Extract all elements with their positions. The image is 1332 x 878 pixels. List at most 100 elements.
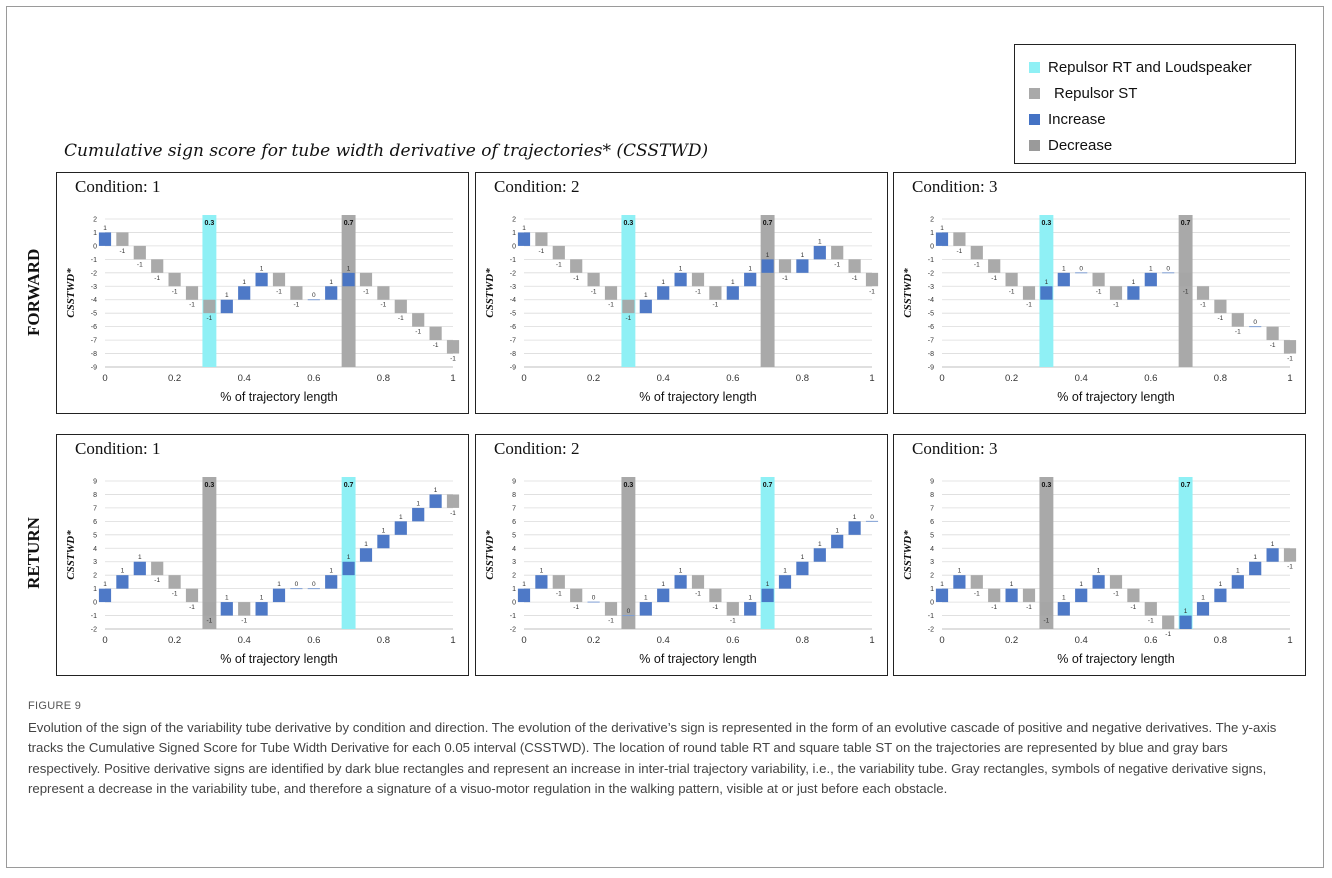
bar-value-label: 0 (312, 292, 316, 299)
decrease-bar (1283, 548, 1297, 562)
increase-bar (657, 286, 670, 300)
y-tick-label: -8 (91, 351, 97, 358)
bar-value-label: -1 (276, 288, 282, 295)
x-tick-label: 0.2 (587, 635, 600, 646)
x-axis-title: % of trajectory length (1057, 652, 1174, 666)
y-tick-label: -9 (928, 365, 934, 372)
increase-bar (272, 588, 286, 603)
bar-value-label: 1 (364, 541, 368, 548)
y-tick-label: 2 (930, 217, 934, 224)
x-tick-label: 0.2 (168, 635, 181, 646)
y-tick-label: -3 (91, 284, 97, 291)
y-tick-label: 0 (93, 243, 97, 250)
decrease-bar (1179, 272, 1192, 287)
decrease-bar (272, 272, 286, 287)
decrease-bar (552, 575, 565, 589)
increase-bar (394, 521, 407, 535)
y-axis-title: CSSTWD* (484, 530, 496, 580)
y-axis-title: CSSTWD* (902, 530, 914, 580)
increase-bar (657, 588, 670, 603)
bar-value-label: 1 (818, 541, 822, 548)
increase-bar (98, 232, 112, 246)
increase-bar (1196, 602, 1210, 616)
bar-value-label: -1 (974, 261, 980, 268)
bar-value-label: 1 (347, 554, 351, 561)
obstacle-marker-band (760, 477, 775, 629)
x-tick-label: 0.6 (726, 635, 739, 646)
bar-value-label: 1 (225, 292, 229, 299)
obstacle-marker-label: 0.3 (205, 482, 215, 489)
increase-bar (813, 245, 826, 260)
panel-title: Condition: 3 (912, 439, 998, 458)
bar-value-label: -1 (591, 288, 597, 295)
y-tick-label: 2 (93, 217, 97, 224)
y-tick-label: -2 (91, 270, 97, 277)
bar-value-label: -1 (189, 604, 195, 611)
y-tick-label: -2 (510, 627, 516, 634)
legend: Repulsor RT and Loudspeaker Repulsor ST … (1014, 44, 1296, 164)
bar-value-label: -1 (207, 618, 213, 625)
increase-bar (1092, 575, 1105, 589)
bar-value-label: -1 (974, 591, 980, 598)
bar-value-label: 1 (748, 265, 752, 272)
y-tick-label: -5 (928, 311, 934, 318)
increase-bar (116, 575, 129, 589)
decrease-bar (412, 313, 425, 327)
bar-value-label: -1 (695, 591, 701, 598)
bar-value-label: -1 (991, 275, 997, 282)
decrease-bar (1022, 588, 1036, 603)
increase-bar (1144, 272, 1157, 287)
bar-value-label: 0 (1166, 265, 1170, 272)
increase-bar (535, 575, 548, 589)
obstacle-marker-band (341, 215, 356, 367)
panel-title: Condition: 1 (75, 177, 161, 196)
bar-value-label: -1 (189, 302, 195, 309)
y-tick-label: 8 (93, 492, 97, 499)
decrease-bar (203, 299, 216, 314)
decrease-bar (116, 232, 129, 246)
y-tick-label: -6 (91, 324, 97, 331)
x-tick-label: 0.2 (1005, 635, 1018, 646)
decrease-bar (1109, 286, 1123, 300)
x-tick-label: 0.8 (1214, 373, 1227, 384)
chart-svg: 210-1-2-3-4-5-6-7-8-90.3 0.71-1-1-1-1-111… (902, 215, 1297, 404)
y-axis-title: CSSTWD* (902, 268, 914, 318)
bar-value-label: -1 (556, 261, 562, 268)
decrease-bar (691, 272, 705, 287)
legend-item-st: Repulsor ST (1029, 83, 1137, 103)
decrease-bar (1196, 286, 1210, 300)
y-tick-label: 2 (512, 217, 516, 224)
bar-value-label: 1 (277, 581, 281, 588)
decrease-bar (552, 245, 565, 260)
x-tick-label: 0.6 (1144, 373, 1157, 384)
obstacle-marker-band (1039, 477, 1054, 629)
obstacle-marker-band (760, 215, 775, 367)
decrease-bar (1109, 575, 1123, 589)
decrease-bar (970, 575, 983, 589)
bar-value-label: 1 (1236, 568, 1240, 575)
increase-bar (98, 588, 112, 603)
bar-value-label: -1 (1287, 356, 1293, 363)
legend-swatch-st (1029, 87, 1040, 99)
decrease-bar (1092, 272, 1105, 287)
y-tick-label: 4 (512, 546, 516, 553)
x-axis-title: % of trajectory length (639, 652, 756, 666)
decrease-bar (203, 602, 216, 616)
legend-swatch-increase (1029, 113, 1040, 125)
y-axis-title: CSSTWD* (65, 268, 77, 318)
x-axis-title: % of trajectory length (220, 390, 337, 404)
y-tick-label: 6 (512, 519, 516, 526)
legend-label-decrease: Decrease (1048, 136, 1113, 154)
decrease-bar (185, 588, 199, 603)
bar-value-label: -1 (1131, 604, 1137, 611)
x-axis-title: % of trajectory length (1057, 390, 1174, 404)
bar-value-label: 1 (1271, 541, 1275, 548)
decrease-bar (151, 561, 164, 576)
obstacle-marker-label: 0.3 (624, 220, 634, 227)
bar-value-label: -1 (608, 302, 614, 309)
obstacle-marker-label: 0.3 (624, 482, 634, 489)
decrease-bar (570, 259, 583, 273)
bar-value-label: 1 (416, 500, 420, 507)
bar-value-label: 1 (661, 581, 665, 588)
